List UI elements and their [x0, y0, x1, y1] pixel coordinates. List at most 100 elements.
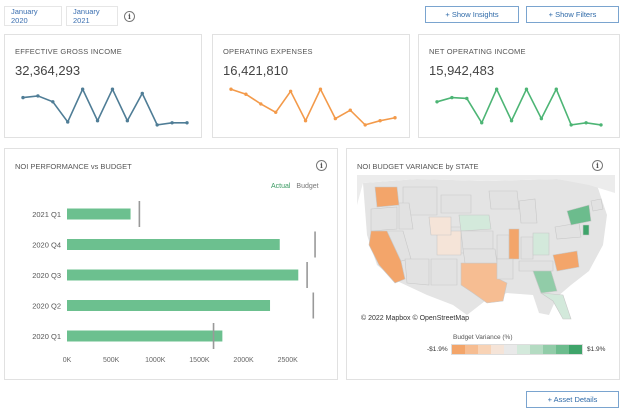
sparkline-point[interactable]	[318, 87, 323, 91]
chart-legend: Actual Budget	[271, 183, 319, 190]
state-nebraska[interactable]	[458, 214, 492, 232]
noi-bar-chart: 2021 Q1 2020 Q4 2020 Q3 2020 Q2 2020 Q1 0K 500…	[32, 201, 316, 364]
state-kansas[interactable]	[460, 230, 494, 250]
variance-legend-title: Budget Variance (%)	[453, 334, 513, 341]
sparkline-point[interactable]	[348, 108, 352, 112]
info-icon[interactable]: i	[592, 160, 603, 171]
sparkline-point[interactable]	[569, 123, 573, 127]
state-tennessee[interactable]	[518, 260, 554, 272]
show-filters-button[interactable]: + Show Filters	[526, 6, 619, 23]
sparkline-point[interactable]	[274, 110, 278, 115]
state-georgia[interactable]	[532, 270, 558, 294]
sparkline-point[interactable]	[363, 123, 367, 127]
state-utah[interactable]	[436, 230, 462, 256]
sparkline-point[interactable]	[51, 100, 55, 104]
sparkline-point[interactable]	[524, 87, 529, 91]
sparkline-point[interactable]	[95, 119, 100, 123]
sparkline-point[interactable]	[333, 116, 338, 121]
actual-bar[interactable]	[67, 208, 131, 220]
state-wisconsin[interactable]	[518, 198, 538, 224]
sparkline-point[interactable]	[125, 119, 130, 123]
sparkline-point[interactable]	[259, 102, 263, 106]
state-florida[interactable]	[540, 292, 572, 320]
kpi-value: 32,364,293	[15, 63, 81, 78]
state-missouri[interactable]	[496, 234, 510, 260]
sparkline-point[interactable]	[539, 116, 544, 121]
category-label: 2020 Q4	[32, 241, 61, 250]
us-map[interactable]	[357, 175, 615, 325]
variance-scale-swatch	[543, 345, 556, 354]
kpi-card-egi: EFFECTIVE GROSS INCOME 32,364,293	[4, 34, 202, 138]
info-icon[interactable]: i	[124, 11, 135, 22]
state-minnesota[interactable]	[488, 190, 520, 210]
state-idaho[interactable]	[398, 202, 414, 230]
sparkline-point[interactable]	[584, 121, 588, 125]
state-new-york[interactable]	[566, 204, 592, 226]
state-illinois[interactable]	[508, 228, 520, 260]
category-label: 2020 Q2	[32, 302, 61, 311]
actual-bar[interactable]	[67, 269, 299, 281]
legend-budget[interactable]: Budget	[296, 183, 319, 190]
variance-max-label: $1.9%	[587, 346, 606, 353]
sparkline-point[interactable]	[450, 95, 454, 100]
noi-performance-panel: NOI PERFORMANCE vs BUDGET i Actual Budge…	[4, 148, 338, 380]
state-dakotas[interactable]	[440, 194, 472, 214]
actual-bar[interactable]	[67, 330, 223, 342]
variance-scale-swatch	[478, 345, 491, 354]
variance-scale-swatch	[504, 345, 517, 354]
noi-variance-map-panel: NOI BUDGET VARIANCE by STATE i	[346, 148, 620, 380]
sparkline-point[interactable]	[288, 89, 293, 93]
sparkline-point[interactable]	[378, 119, 382, 123]
sparkline-point[interactable]	[303, 119, 308, 123]
sparkline-point[interactable]	[140, 91, 144, 96]
state-indiana[interactable]	[520, 236, 534, 260]
sparkline-point[interactable]	[494, 87, 499, 91]
sparkline-point[interactable]	[599, 123, 603, 127]
date-end-filter[interactable]: January 2021	[66, 6, 118, 26]
state-washington[interactable]	[374, 186, 400, 208]
legend-actual[interactable]: Actual	[271, 183, 291, 190]
show-insights-button[interactable]: + Show Insights	[425, 6, 519, 23]
sparkline-point[interactable]	[393, 116, 397, 120]
state-new-jersey[interactable]	[582, 224, 590, 236]
sparkline-point[interactable]	[110, 87, 115, 91]
actual-bar[interactable]	[67, 300, 271, 311]
sparkline-point[interactable]	[435, 100, 439, 104]
sparkline-point[interactable]	[244, 92, 248, 96]
sparkline-point[interactable]	[480, 121, 484, 125]
variance-color-scale	[451, 344, 583, 355]
sparkline-point[interactable]	[66, 120, 70, 124]
category-label: 2021 Q1	[32, 210, 61, 219]
kpi-title: OPERATING EXPENSES	[223, 47, 313, 56]
state-arkansas[interactable]	[496, 258, 514, 280]
asset-details-button[interactable]: + Asset Details	[526, 391, 619, 408]
state-new-mexico[interactable]	[430, 258, 458, 286]
sparkline-point[interactable]	[80, 87, 85, 91]
sparkline-point[interactable]	[554, 87, 558, 91]
variance-scale-swatch	[452, 345, 465, 354]
state-oklahoma[interactable]	[462, 248, 498, 264]
state-ohio[interactable]	[532, 232, 550, 256]
sparkline-point[interactable]	[170, 121, 174, 125]
sparkline-point[interactable]	[36, 94, 40, 98]
sparkline-point[interactable]	[185, 121, 189, 125]
sparkline-point[interactable]	[155, 123, 159, 127]
date-start-filter[interactable]: January 2020	[4, 6, 62, 26]
category-label: 2020 Q3	[32, 271, 61, 280]
variance-scale-swatch	[491, 345, 504, 354]
sparkline-point[interactable]	[229, 87, 233, 91]
actual-bar[interactable]	[67, 239, 280, 250]
sparkline-point[interactable]	[21, 95, 25, 100]
kpi-title: NET OPERATING INCOME	[429, 47, 526, 56]
state-wyoming[interactable]	[428, 216, 452, 236]
kpi-card-noi: NET OPERATING INCOME 15,942,483	[418, 34, 620, 138]
state-north-carolina[interactable]	[552, 250, 580, 272]
sparkline-point[interactable]	[465, 96, 469, 101]
state-arizona[interactable]	[404, 258, 430, 286]
state-new-england[interactable]	[590, 198, 604, 212]
sparkline-point[interactable]	[509, 119, 514, 123]
canada-region	[357, 175, 615, 205]
info-icon[interactable]: i	[316, 160, 327, 171]
category-label: 2020 Q1	[32, 332, 61, 341]
state-oregon[interactable]	[370, 206, 398, 232]
